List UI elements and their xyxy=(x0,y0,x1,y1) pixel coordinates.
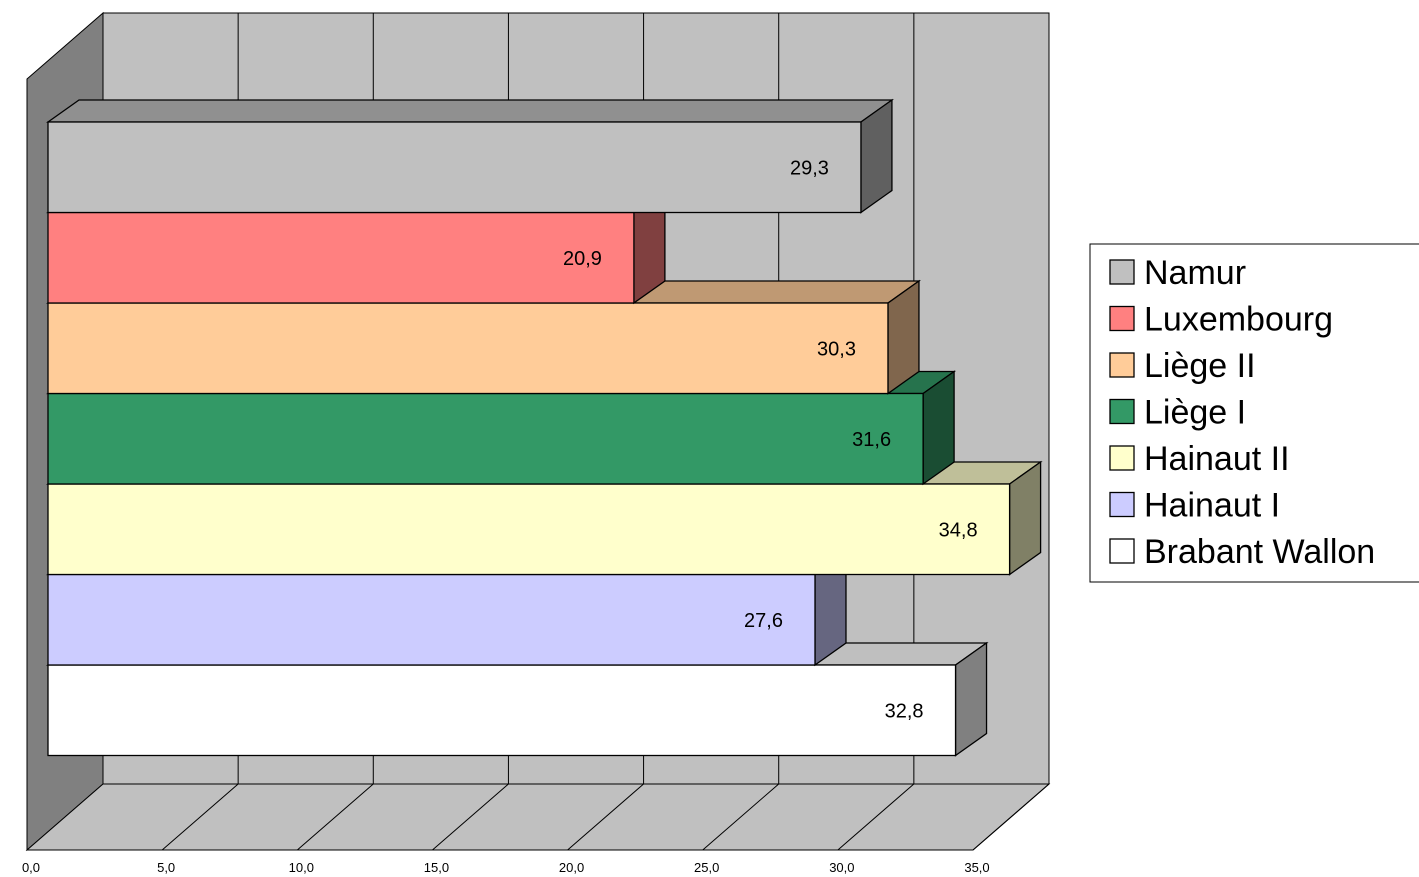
gridline-floor xyxy=(837,783,915,851)
legend-item: Luxembourg xyxy=(1109,301,1333,339)
bar-front xyxy=(47,664,957,757)
legend-label: Brabant Wallon xyxy=(1144,533,1375,571)
legend-item: Namur xyxy=(1109,254,1246,292)
legend-swatch xyxy=(1109,445,1135,471)
x-tick-label: 25,0 xyxy=(694,860,719,875)
bar-value-label: 32,8 xyxy=(885,700,924,722)
bar-front xyxy=(47,392,924,485)
legend-box xyxy=(1089,243,1419,583)
bar-value-label: 34,8 xyxy=(939,519,978,541)
bar-front xyxy=(47,211,635,304)
x-tick-label: 35,0 xyxy=(964,860,989,875)
legend-swatch xyxy=(1109,305,1135,332)
legend-label: Hainaut I xyxy=(1144,487,1280,525)
gridline-floor xyxy=(296,783,374,851)
legend-item: Liège II xyxy=(1109,347,1256,385)
x-tick-label: 15,0 xyxy=(424,860,449,875)
legend-swatch xyxy=(1109,398,1135,425)
x-tick-label: 5,0 xyxy=(157,860,175,875)
chart-bars: 32,8 27,6 34,8 31,6 30,3 20,9 29,3 xyxy=(45,98,1043,757)
bar-front xyxy=(47,302,889,395)
legend: Namur Luxembourg Liège II Liège I Hainaut II… xyxy=(1089,243,1419,583)
legend-item: Hainaut I xyxy=(1109,487,1280,525)
x-tick-label: 20,0 xyxy=(559,860,584,875)
bar-top xyxy=(45,99,894,123)
x-axis-ticks: 0,0 5,0 10,0 15,0 20,0 25,0 30,0 35,0 xyxy=(22,860,990,875)
bar: 30,3 xyxy=(45,279,922,395)
gridline-floor xyxy=(432,783,509,851)
bar-value-label: 29,3 xyxy=(790,157,829,179)
bar-value-label: 31,6 xyxy=(852,429,891,451)
gridline-floor xyxy=(161,783,239,851)
bar-front xyxy=(47,573,816,666)
legend-label: Luxembourg xyxy=(1144,301,1333,339)
legend-label: Hainaut II xyxy=(1144,440,1290,478)
bar-value-label: 30,3 xyxy=(817,338,856,360)
legend-item: Hainaut II xyxy=(1109,440,1290,478)
bar-value-label: 27,6 xyxy=(744,610,783,632)
legend-label: Namur xyxy=(1144,254,1246,292)
legend-item: Brabant Wallon xyxy=(1109,533,1375,571)
legend-swatch xyxy=(1109,538,1135,564)
legend-label: Liège I xyxy=(1144,394,1246,432)
gridline-floor xyxy=(702,783,780,851)
x-tick-label: 30,0 xyxy=(829,860,854,875)
legend-swatch xyxy=(1109,352,1135,378)
bar-front xyxy=(47,483,1011,576)
legend-item: Liège I xyxy=(1109,394,1246,432)
legend-swatch xyxy=(1109,259,1135,285)
gridline-floor xyxy=(567,783,644,851)
bar: 29,3 xyxy=(45,98,894,214)
legend-swatch xyxy=(1109,491,1135,518)
legend-label: Liège II xyxy=(1144,347,1256,385)
bar-value-label: 20,9 xyxy=(563,248,602,270)
x-tick-label: 0,0 xyxy=(22,860,40,875)
x-tick-label: 10,0 xyxy=(289,860,314,875)
floor xyxy=(25,783,1051,851)
gridline-floor xyxy=(972,783,1050,851)
bar-front xyxy=(47,121,862,214)
